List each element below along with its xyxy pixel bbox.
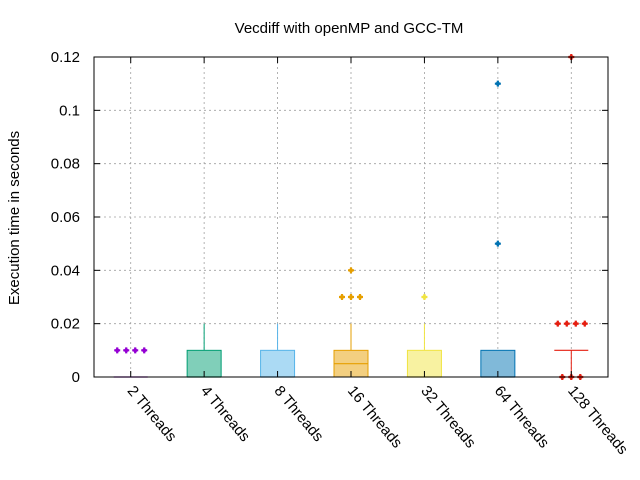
x-tick-label: 8 Threads bbox=[271, 383, 327, 445]
outlier-dot bbox=[495, 241, 500, 246]
outlier-dot bbox=[142, 348, 147, 353]
y-tick-label: 0.02 bbox=[51, 316, 80, 333]
x-tick-label: 4 Threads bbox=[197, 383, 253, 445]
x-tick-label: 64 Threads bbox=[491, 383, 553, 452]
x-tick-label: 32 Threads bbox=[417, 383, 479, 452]
outlier-dot bbox=[358, 295, 362, 299]
outlier-dot bbox=[349, 268, 353, 273]
outlier-dot bbox=[422, 295, 427, 299]
outlier-dot bbox=[124, 348, 129, 353]
y-tick-label: 0 bbox=[72, 369, 80, 386]
y-tick-label: 0.06 bbox=[51, 209, 80, 226]
outlier-dot bbox=[349, 295, 353, 299]
y-tick-label: 0.08 bbox=[51, 156, 80, 173]
y-tick-label: 0.04 bbox=[51, 262, 80, 279]
y-tick-label: 0.12 bbox=[51, 49, 80, 66]
outlier-dot bbox=[573, 321, 578, 326]
outlier-dot bbox=[495, 81, 500, 86]
outlier-dot bbox=[555, 321, 560, 326]
x-tick-label: 16 Threads bbox=[344, 383, 406, 452]
y-axis-label: Execution time in seconds bbox=[6, 131, 23, 305]
outlier-dot bbox=[340, 295, 344, 299]
y-tick-label: 0.1 bbox=[59, 102, 80, 119]
x-tick-label: 2 Threads bbox=[124, 383, 180, 445]
outlier-dot bbox=[115, 348, 120, 353]
x-tick-label: 128 Threads bbox=[564, 383, 631, 458]
outlier-dot bbox=[582, 321, 587, 326]
outlier-dot bbox=[564, 321, 569, 326]
chart-title: Vecdiff with openMP and GCC-TM bbox=[235, 20, 464, 37]
outlier-dot bbox=[133, 348, 138, 353]
boxes-layer bbox=[113, 323, 589, 378]
